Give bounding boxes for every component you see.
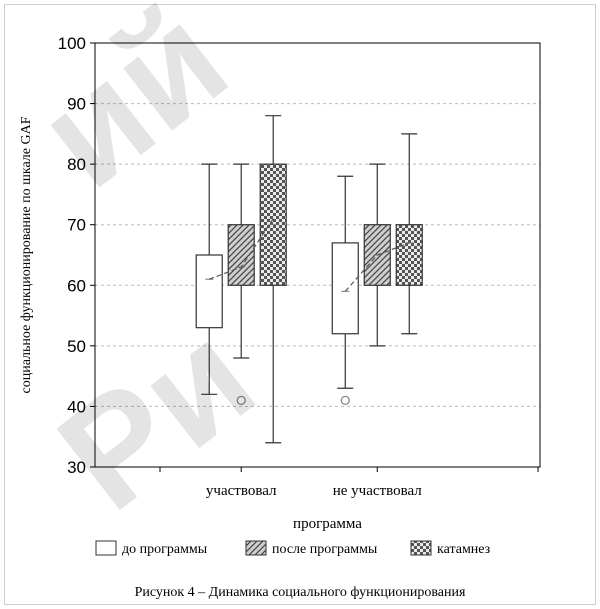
x-axis-label: программа: [293, 516, 362, 532]
box-blank: [195, 254, 223, 329]
box-blank: [331, 242, 359, 335]
box-checkered: [395, 224, 423, 286]
legend-label: катамнез: [437, 542, 491, 557]
mean-trend-line: [209, 218, 274, 280]
outlier-point: [236, 395, 246, 406]
legend-swatch: [245, 540, 267, 556]
y-tick-label: 30: [67, 458, 86, 477]
y-tick-label: 100: [58, 34, 86, 53]
figure-frame: [4, 4, 596, 605]
mean-trend-line: [344, 242, 410, 292]
y-axis-label: социальное функционирование по шкале GAF: [19, 116, 34, 393]
legend-swatch: [410, 540, 432, 556]
outlier-point: [340, 395, 350, 406]
x-tick-label: не участвовал: [333, 483, 423, 499]
legend-label: до программы: [122, 542, 208, 557]
legend-swatch: [95, 540, 117, 556]
figure-caption: Рисунок 4 – Динамика социального функцио…: [135, 585, 466, 600]
y-tick-label: 60: [67, 276, 86, 295]
y-tick-label: 70: [67, 216, 86, 235]
plot-frame: [94, 42, 541, 468]
box-hatched: [227, 224, 255, 286]
y-tick-label: 80: [67, 155, 86, 174]
x-tick-label: участвовал: [206, 483, 277, 499]
y-tick-label: 90: [67, 95, 86, 114]
legend-label: после программы: [272, 542, 378, 557]
y-tick-label: 40: [67, 397, 86, 416]
y-tick-label: 50: [67, 337, 86, 356]
